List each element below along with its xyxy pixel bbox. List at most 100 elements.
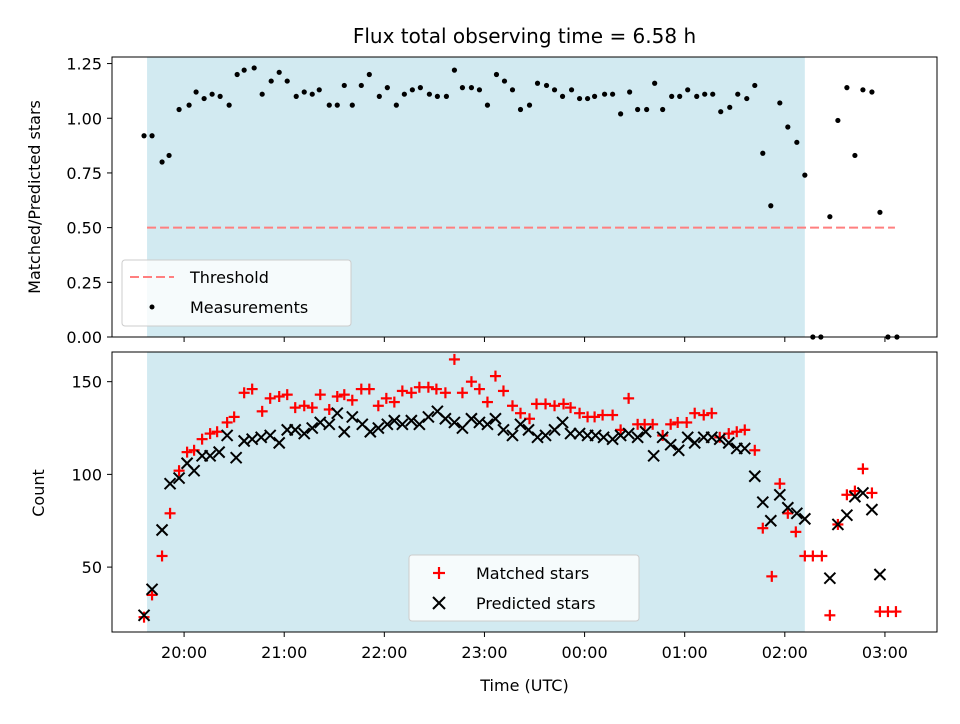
matched-star-point (256, 405, 268, 417)
predicted-star-point (823, 572, 837, 585)
matched-star-point (298, 400, 310, 412)
measurement-point (844, 85, 850, 91)
measurement-point (644, 106, 650, 113)
legend-measurement-swatch (149, 304, 155, 310)
matched-star-point (689, 407, 701, 419)
count-points (137, 353, 902, 623)
measurement-point (677, 93, 683, 99)
legend-matched-label: Matched stars (476, 564, 589, 583)
matched-star-point (841, 489, 853, 501)
matched-star-point (289, 402, 301, 414)
predicted-star-point (364, 425, 377, 438)
matched-star-point (196, 433, 208, 445)
measurement-point (476, 87, 483, 93)
measurement-point (735, 91, 741, 97)
bottom-y-ticks: 50 100 150 (71, 373, 112, 577)
predicted-star-point (381, 418, 394, 431)
predicted-star-point (790, 507, 804, 520)
matched-star-point (665, 418, 677, 430)
predicted-star-point (664, 438, 677, 451)
measurement-point (326, 102, 332, 108)
measurement-point (727, 104, 733, 110)
matched-star-point (589, 411, 601, 423)
top-panel: 0.00 0.25 0.50 0.75 1.00 1.25 Flux total obse… (25, 24, 938, 347)
matched-star-point (380, 392, 392, 404)
predicted-star-point (506, 429, 519, 442)
matched-star-point (396, 385, 408, 397)
predicted-star-point (422, 410, 435, 424)
matched-star-point (698, 409, 710, 421)
matched-star-point (766, 570, 778, 582)
matched-star-point (681, 416, 693, 428)
predicted-star-point (647, 449, 660, 463)
measurement-point (209, 91, 215, 97)
top-y-tick-label: 0.00 (66, 328, 102, 347)
bottom-x-ticks: 20:00 21:00 22:00 23:00 00:00 01:00 02:00 03:00 (161, 632, 908, 662)
measurement-point (669, 93, 675, 99)
predicted-star-point (738, 442, 751, 455)
measurement-point (526, 102, 533, 108)
measurement-point (852, 152, 858, 159)
measurement-point (802, 172, 808, 178)
matched-star-point (739, 424, 751, 436)
measurement-point (484, 102, 491, 108)
bottom-plot-frame (111, 351, 938, 633)
matched-star-point (363, 383, 375, 395)
measurement-point (591, 93, 598, 99)
matched-star-point (338, 389, 350, 401)
matched-star-point (506, 400, 518, 412)
measurement-point (241, 67, 247, 73)
measurement-point (259, 91, 265, 97)
measurement-point (543, 82, 550, 89)
predicted-star-point (539, 429, 552, 442)
matched-star-point (211, 426, 223, 438)
predicted-star-point (606, 432, 619, 446)
predicted-star-point (413, 418, 426, 431)
top-y-tick-label: 0.75 (66, 164, 102, 183)
bottom-y-tick-label: 150 (71, 373, 102, 392)
matched-star-point (607, 409, 619, 421)
measurement-point (794, 139, 800, 145)
predicted-star-point (465, 412, 478, 425)
x-tick-label: 00:00 (562, 643, 608, 662)
predicted-star-point (631, 431, 644, 444)
legend-measurement-label: Measurements (190, 298, 308, 317)
predicted-star-point (346, 410, 359, 424)
predicted-star-point (722, 436, 735, 450)
matched-star-point (238, 387, 250, 399)
x-tick-label: 02:00 (762, 643, 808, 662)
top-plot-frame (111, 56, 938, 338)
top-y-tick-label: 0.50 (66, 219, 102, 238)
measurement-point (358, 82, 364, 89)
measurement-point (159, 159, 165, 165)
x-tick-label: 01:00 (662, 643, 708, 662)
matched-star-point (540, 398, 552, 410)
predicted-star-point (172, 471, 186, 485)
matched-star-point (774, 478, 786, 490)
measurement-point (434, 93, 440, 99)
top-chart-title: Flux total observing time = 6.58 h (353, 24, 696, 48)
predicted-star-point (639, 425, 652, 438)
measurement-point (618, 111, 624, 117)
predicted-star-point (306, 421, 319, 435)
matched-star-point (281, 389, 293, 401)
matched-star-point (558, 398, 570, 410)
matched-star-point (228, 411, 240, 423)
matched-star-point (273, 391, 285, 403)
measurement-point (417, 85, 423, 91)
measurement-point (777, 100, 783, 106)
matched-star-point (647, 418, 659, 430)
matched-star-point (574, 407, 586, 419)
predicted-star-point (203, 449, 217, 463)
matched-star-point (314, 389, 326, 401)
measurement-point (293, 93, 299, 99)
predicted-star-point (220, 429, 234, 442)
predicted-star-point (681, 431, 694, 444)
measurement-point (702, 91, 708, 97)
predicted-star-point (756, 495, 769, 509)
measurement-point (509, 87, 516, 93)
predicted-star-point (848, 490, 862, 503)
measurement-point (760, 150, 766, 156)
predicted-star-point (323, 418, 336, 431)
matched-star-point (782, 507, 794, 519)
